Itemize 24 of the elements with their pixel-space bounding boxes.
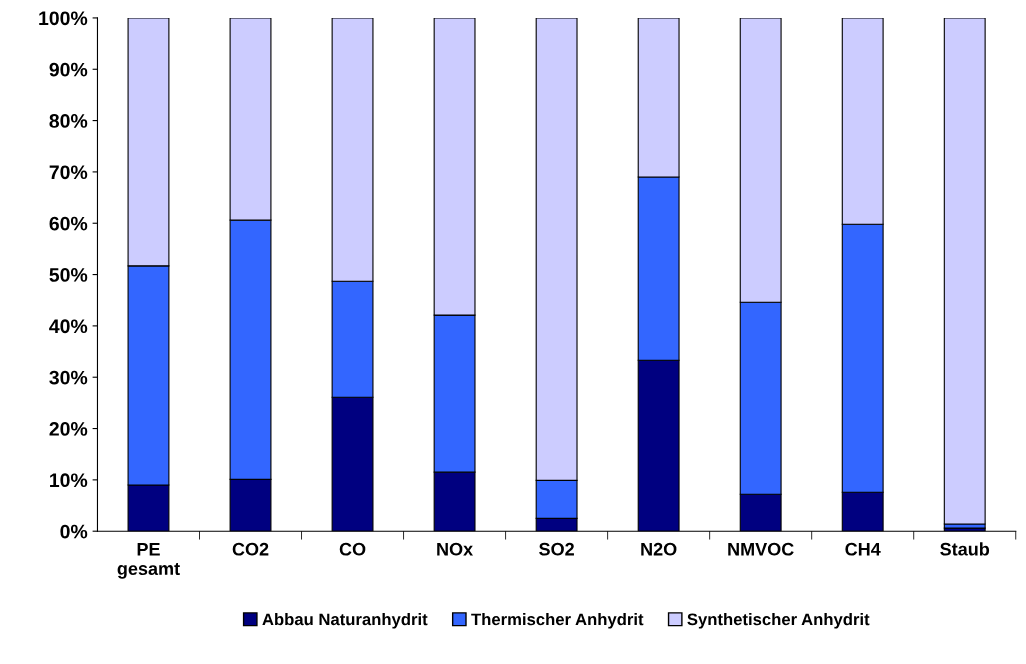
- y-tick-label: 0%: [60, 524, 88, 539]
- y-tick-label: 40%: [49, 319, 88, 334]
- x-tick-label: Staub: [940, 542, 990, 556]
- x-tick-label: N2O: [641, 542, 677, 556]
- y-tick-label: 60%: [49, 216, 88, 231]
- x-tick-label: CO2: [232, 542, 269, 556]
- legend-label: Synthetischer Anhydrit: [687, 613, 870, 629]
- x-tick-label: CH4: [845, 542, 881, 556]
- x-tick-label: NOx: [437, 542, 474, 556]
- y-tick-label: 50%: [49, 268, 88, 282]
- legend-label: Thermischer Anhydrit: [471, 613, 644, 629]
- y-tick-label: 80%: [49, 114, 88, 128]
- y-tick-label: 90%: [49, 62, 88, 77]
- x-tick-label: NMVOC: [728, 542, 794, 556]
- x-tick-label: SO2: [539, 542, 574, 556]
- legend-label: Abbau Naturanhydrit: [262, 613, 428, 629]
- y-tick-label: 70%: [49, 165, 88, 180]
- y-tick-label: 20%: [49, 422, 88, 436]
- x-tick-label: CO: [339, 542, 366, 556]
- y-tick-label: 10%: [50, 473, 88, 488]
- y-tick-label: 100%: [39, 11, 88, 26]
- x-tick-label: PE gesamt: [117, 542, 180, 579]
- y-tick-label: 30%: [49, 370, 88, 385]
- bar: [943, 17, 986, 525]
